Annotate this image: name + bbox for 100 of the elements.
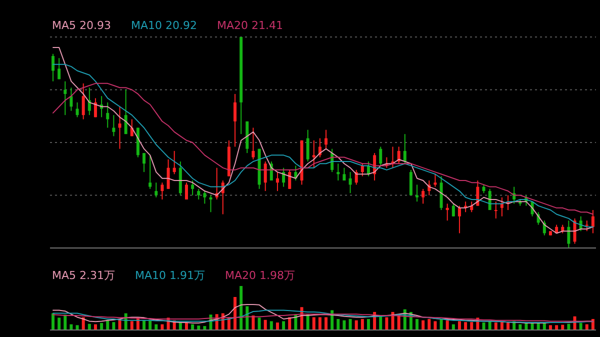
bar: [270, 321, 273, 330]
bar: [548, 325, 552, 330]
bar: [354, 320, 358, 330]
candlestick: [422, 188, 425, 204]
bar: [197, 326, 200, 330]
bar: [428, 319, 431, 330]
bar: [422, 320, 425, 330]
bar: [385, 317, 388, 330]
candlestick: [434, 174, 437, 188]
candlestick: [324, 129, 328, 150]
bar: [82, 317, 85, 330]
bar: [100, 322, 104, 330]
candlestick: [446, 203, 449, 222]
bar: [258, 318, 261, 330]
candlestick: [142, 152, 146, 173]
candlestick: [124, 89, 128, 135]
candlestick: [288, 169, 292, 190]
text: MA5 2.31万: [52, 268, 116, 283]
bar: [76, 325, 79, 330]
bar: [494, 322, 498, 330]
bar: [348, 319, 352, 330]
bar: [440, 319, 443, 330]
candlestick: [500, 196, 504, 217]
bar: [282, 321, 286, 330]
bar: [360, 319, 364, 330]
bar: [579, 322, 582, 330]
candlestick: [312, 140, 316, 168]
bar: [276, 322, 279, 330]
text: MA10 20.92: [131, 19, 198, 32]
candlestick: [252, 127, 255, 160]
candlestick: [416, 184, 419, 202]
bar: [184, 322, 188, 330]
candlestick: [585, 220, 588, 232]
bar: [500, 322, 504, 330]
bar: [130, 321, 134, 330]
candlestick: [458, 205, 461, 234]
candlestick: [494, 201, 498, 219]
series-label: MA5 20.93: [52, 19, 112, 32]
candlestick: [452, 203, 455, 217]
text: MA20 21.41: [217, 19, 284, 32]
candlestick: [172, 150, 176, 175]
candlestick: [276, 172, 279, 192]
bar: [112, 322, 116, 330]
candlestick: [336, 163, 340, 181]
candlestick: [70, 87, 73, 112]
candlestick: [58, 58, 61, 80]
bar: [506, 322, 510, 330]
candlestick: [191, 180, 194, 196]
text: MA10 1.91万: [135, 268, 206, 283]
candlestick: [403, 134, 406, 164]
bar: [464, 322, 468, 330]
bar: [458, 321, 461, 330]
candlestick: [197, 188, 200, 200]
candlestick: [409, 169, 412, 196]
bar: [252, 315, 255, 330]
candlestick: [234, 93, 237, 148]
candlestick: [106, 102, 110, 128]
candlestick: [64, 80, 67, 116]
bar: [555, 325, 558, 330]
bar: [434, 321, 437, 330]
bar: [312, 317, 316, 330]
bar: [240, 286, 243, 330]
candlestick: [567, 220, 570, 248]
bar: [324, 317, 328, 330]
bar: [58, 318, 61, 330]
bar: [366, 319, 370, 330]
bar: [318, 317, 322, 330]
candlestick: [112, 114, 116, 137]
candlestick: [354, 169, 358, 186]
candlestick: [184, 182, 188, 200]
candlestick: [160, 182, 164, 200]
candlestick: [203, 190, 206, 204]
candlestick: [148, 154, 152, 190]
candlestick: [360, 163, 364, 177]
candlestick: [154, 182, 158, 198]
candlestick: [118, 106, 122, 150]
candlestick: [264, 160, 267, 192]
candlestick: [209, 194, 212, 213]
bar: [52, 313, 55, 330]
bar: [416, 319, 419, 330]
bar: [342, 320, 346, 330]
bar: [234, 297, 237, 330]
bar: [446, 320, 449, 330]
candlestick: [76, 102, 79, 118]
candlestick: [342, 167, 346, 181]
bar: [470, 322, 474, 330]
bar: [561, 324, 564, 330]
text: MA20 1.98万: [225, 268, 296, 283]
bar: [64, 314, 67, 330]
candlestick: [348, 172, 352, 194]
candlestick: [591, 210, 594, 234]
bar: [288, 317, 292, 330]
bar: [264, 320, 267, 330]
candlestick: [282, 167, 286, 188]
bar: [336, 319, 340, 330]
bar: [482, 322, 486, 330]
candlestick: [306, 129, 310, 162]
candlestick: [52, 53, 55, 82]
candlestick: [166, 158, 170, 190]
candlestick: [82, 82, 85, 120]
